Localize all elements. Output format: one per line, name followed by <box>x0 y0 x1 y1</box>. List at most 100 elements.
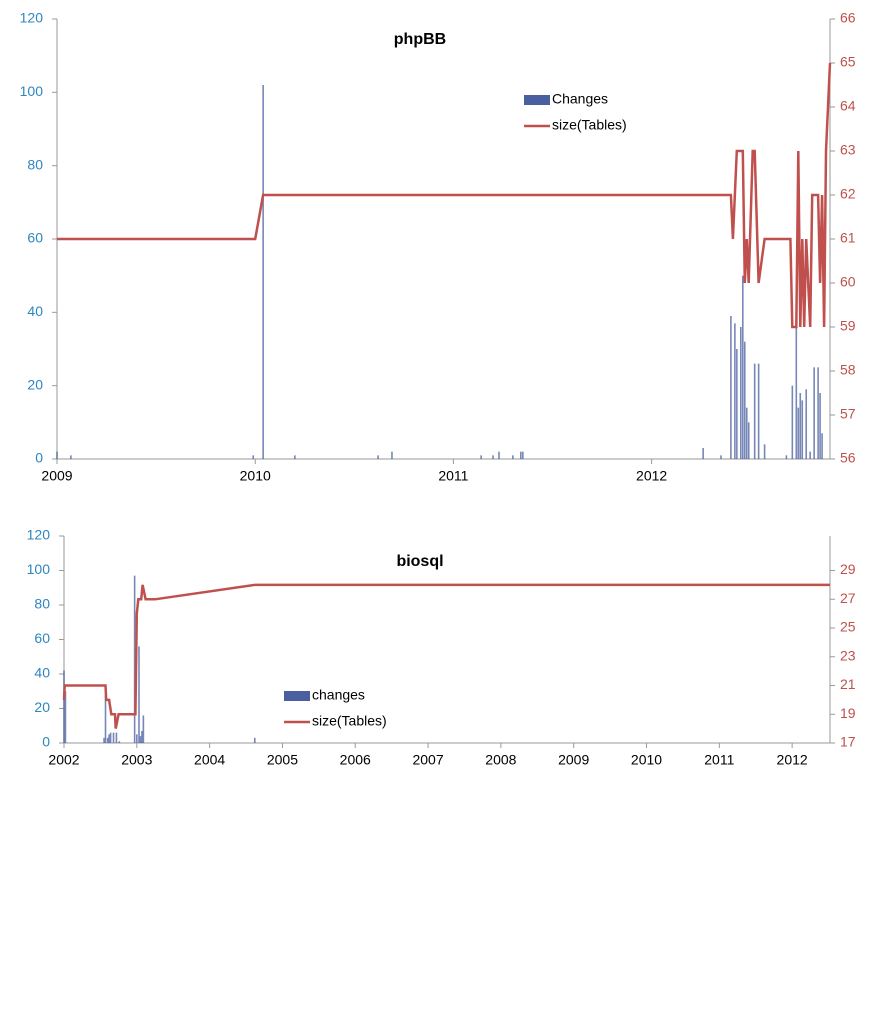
bar <box>106 737 109 743</box>
bar <box>791 385 794 459</box>
x-tick-label: 2008 <box>485 752 516 768</box>
bar <box>521 451 524 459</box>
bar <box>109 732 112 743</box>
bar <box>702 448 704 459</box>
y-tick-label: 60 <box>34 630 50 646</box>
y2-tick-label: 62 <box>840 186 856 202</box>
y-tick-label: 40 <box>34 665 50 681</box>
legend-swatch <box>284 691 310 701</box>
bar <box>730 316 732 459</box>
x-tick-label: 2003 <box>121 752 152 768</box>
y2-tick-label: 64 <box>840 98 856 114</box>
y2-tick-label: 27 <box>840 590 856 606</box>
y-tick-label: 120 <box>20 10 44 26</box>
bar <box>104 694 107 743</box>
bar <box>753 363 756 459</box>
bar <box>757 363 760 459</box>
bar <box>795 316 798 459</box>
x-tick-label: 2006 <box>340 752 371 768</box>
legend-label: size(Tables) <box>552 117 627 133</box>
bar <box>70 455 72 459</box>
bar <box>64 691 67 743</box>
y-tick-label: 20 <box>34 699 50 715</box>
bar <box>740 327 742 459</box>
bar <box>118 741 121 743</box>
chart-title: phpBB <box>394 31 446 48</box>
legend-label: changes <box>312 687 365 703</box>
x-tick-label: 2010 <box>631 752 662 768</box>
bar <box>819 393 821 459</box>
bar <box>763 444 766 459</box>
bar <box>253 737 256 743</box>
y2-tick-label: 23 <box>840 647 856 663</box>
bar <box>492 455 494 459</box>
y2-tick-label: 63 <box>840 142 856 158</box>
bar <box>805 389 808 459</box>
bar <box>391 451 393 459</box>
chart-title: biosql <box>396 553 443 570</box>
y2-tick-label: 21 <box>840 676 856 692</box>
x-tick-label: 2005 <box>267 752 298 768</box>
x-tick-label: 2009 <box>41 468 72 484</box>
legend-label: size(Tables) <box>312 713 387 729</box>
bar <box>736 349 738 459</box>
bar <box>809 451 811 459</box>
bar <box>115 732 118 743</box>
bar <box>743 341 746 459</box>
bar <box>797 407 800 459</box>
bar <box>138 646 140 743</box>
y-tick-label: 80 <box>27 156 43 172</box>
y2-tick-label: 17 <box>840 734 856 750</box>
legend-swatch <box>524 95 550 105</box>
x-tick-label: 2010 <box>240 468 271 484</box>
bar <box>480 455 482 459</box>
bar <box>112 732 115 743</box>
bar <box>734 323 736 459</box>
y-tick-label: 80 <box>34 596 50 612</box>
bar <box>142 715 145 743</box>
bar <box>139 736 142 743</box>
bar <box>108 734 110 743</box>
line <box>62 583 830 729</box>
bar <box>785 455 788 459</box>
y2-tick-label: 59 <box>840 318 856 334</box>
bar <box>512 455 514 459</box>
y-tick-label: 100 <box>20 83 44 99</box>
y-tick-label: 120 <box>27 527 51 543</box>
bar <box>520 451 522 459</box>
y-tick-label: 0 <box>42 734 50 750</box>
y2-tick-label: 61 <box>840 230 856 246</box>
y2-tick-label: 19 <box>840 705 856 721</box>
y2-tick-label: 25 <box>840 619 856 635</box>
x-tick-label: 2012 <box>636 468 667 484</box>
bar <box>136 734 138 743</box>
bar <box>103 737 105 743</box>
bar <box>741 275 744 459</box>
x-tick-label: 2011 <box>438 468 468 484</box>
legend-label: Changes <box>552 91 608 107</box>
bar <box>813 367 815 459</box>
y2-tick-label: 65 <box>840 54 856 70</box>
y2-tick-label: 58 <box>840 362 856 378</box>
bar <box>252 455 255 459</box>
x-tick-label: 2011 <box>704 752 734 768</box>
bar <box>56 451 58 459</box>
bar <box>133 575 136 743</box>
y-tick-label: 0 <box>35 450 43 466</box>
x-tick-label: 2002 <box>48 752 79 768</box>
y2-tick-label: 56 <box>840 450 856 466</box>
bar <box>141 730 143 743</box>
x-tick-label: 2007 <box>412 752 443 768</box>
bar <box>720 455 722 459</box>
bar <box>801 400 804 459</box>
bar <box>63 670 65 743</box>
y-tick-label: 40 <box>27 303 43 319</box>
x-tick-label: 2009 <box>558 752 589 768</box>
bar <box>821 433 823 459</box>
x-tick-label: 2012 <box>777 752 808 768</box>
x-tick-label: 2004 <box>194 752 225 768</box>
y2-tick-label: 57 <box>840 406 856 422</box>
y-tick-label: 100 <box>27 561 51 577</box>
bar <box>817 367 819 459</box>
